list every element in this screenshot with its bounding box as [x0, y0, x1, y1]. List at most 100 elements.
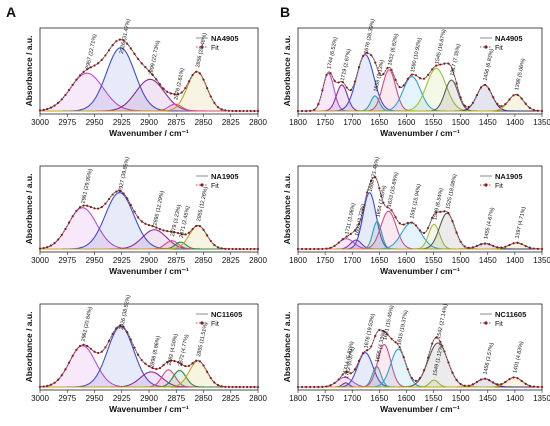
fit-marker	[410, 221, 413, 224]
fit-marker	[235, 385, 238, 389]
x-tick-label: 2950	[86, 394, 104, 403]
fit-line	[39, 325, 258, 388]
fit-marker	[459, 96, 462, 99]
x-tick-label: 1800	[289, 256, 307, 265]
fit-marker	[151, 225, 154, 228]
fit-marker	[410, 73, 413, 76]
plot-frame	[39, 165, 259, 253]
x-tick-label: 1500	[452, 118, 470, 127]
x-tick-label: 1350	[533, 394, 550, 403]
fit-marker	[169, 92, 172, 95]
x-tick-label: 2825	[222, 256, 240, 265]
fit-marker	[220, 385, 223, 388]
x-tick-label: 1650	[370, 394, 388, 403]
x-tick-label: 3000	[31, 256, 49, 265]
x-tick-label: 2975	[58, 256, 76, 265]
fit-marker	[173, 92, 176, 96]
fit-marker	[500, 246, 503, 249]
fit-marker	[180, 232, 183, 236]
x-tick-label: 1450	[479, 256, 497, 265]
fit-marker	[536, 247, 540, 250]
x-axis-label: Wavenumber / cm⁻¹	[380, 404, 460, 414]
legend-sample-label: NA4905	[495, 34, 523, 43]
fit-marker	[500, 105, 503, 108]
fit-line	[39, 39, 258, 112]
x-tick-label: 1450	[479, 394, 497, 403]
x-axis-label: Wavenumber / cm⁻¹	[109, 266, 189, 276]
x-tick-label: 2850	[195, 394, 213, 403]
x-tick-label: 2925	[113, 118, 131, 127]
x-tick-label: 2875	[167, 256, 185, 265]
x-tick-label: 2825	[222, 118, 240, 127]
fit-marker	[366, 51, 369, 54]
fit-marker	[256, 385, 260, 389]
fit-marker	[439, 63, 442, 66]
y-axis-label: Absorbance / a.u.	[24, 36, 34, 107]
fit-line	[298, 329, 543, 388]
fit-marker	[305, 385, 308, 389]
x-tick-label: 1800	[289, 394, 307, 403]
x-tick-label: 1800	[289, 118, 307, 127]
x-tick-label: 3000	[31, 394, 49, 403]
fit-marker	[220, 247, 223, 250]
legend-fit-label: Fit	[211, 183, 219, 190]
spectrum-plot-na1905-a: 3000 2975 2950 2925 2900 2875 2850 2825 2800 Wave…	[24, 156, 267, 276]
fit-marker	[305, 247, 308, 251]
x-tick-label: 2950	[86, 256, 104, 265]
legend-sample-label: NC11605	[495, 310, 526, 319]
fit-marker	[471, 246, 474, 249]
fit-marker	[238, 247, 241, 251]
legend-fit-label: Fit	[211, 45, 219, 52]
x-tick-label: 2875	[167, 394, 185, 403]
legend-fit-marker	[484, 183, 488, 187]
x-tick-label: 1550	[425, 394, 443, 403]
fit-marker	[455, 82, 458, 85]
x-tick-label: 1650	[370, 118, 388, 127]
y-axis-label: Absorbance / a.u.	[24, 312, 34, 383]
x-tick-label: 1500	[452, 394, 470, 403]
plot-frame	[39, 303, 259, 391]
spectrum-plot-nc11605-b: 1800 1750 1700 1650 1600 1550 1500 1450 1400 1350…	[282, 303, 550, 414]
x-tick-label: 1500	[452, 256, 470, 265]
x-tick-label: 3000	[31, 118, 49, 127]
fit-marker	[488, 243, 491, 246]
legend-fit-label: Fit	[495, 45, 503, 52]
x-tick-label: 2925	[113, 394, 131, 403]
x-tick-label: 1750	[316, 394, 334, 403]
x-tick-label: 2875	[167, 118, 185, 127]
legend-sample-label: NA1905	[495, 172, 523, 181]
legend-fit-label: Fit	[495, 183, 503, 190]
fit-marker	[439, 340, 442, 343]
x-tick-label: 1400	[506, 118, 524, 127]
fit-marker	[238, 385, 241, 389]
plot-frame	[297, 165, 543, 253]
x-tick-label: 1600	[398, 256, 416, 265]
fit-marker	[235, 109, 238, 113]
fit-marker	[169, 359, 172, 362]
y-axis-label: Absorbance / a.u.	[282, 36, 292, 107]
x-tick-label: 1600	[398, 118, 416, 127]
fit-marker	[479, 243, 483, 246]
x-tick-label: 2800	[249, 256, 267, 265]
x-axis-label: Wavenumber / cm⁻¹	[380, 266, 460, 276]
fit-marker	[516, 241, 519, 244]
fit-marker	[317, 247, 320, 251]
legend-fit-marker	[200, 45, 204, 49]
x-tick-label: 2825	[222, 394, 240, 403]
x-tick-label: 2850	[195, 118, 213, 127]
fit-marker	[249, 109, 252, 113]
fit-marker	[253, 109, 256, 113]
x-tick-label: 2900	[140, 394, 158, 403]
fit-marker	[305, 109, 308, 113]
spectrum-plot-nc11605-a: 3000 2975 2950 2925 2900 2875 2850 2825 2800 Wave…	[24, 294, 267, 414]
fit-marker	[253, 247, 256, 251]
fit-marker	[496, 246, 499, 249]
x-tick-label: 1700	[343, 256, 361, 265]
x-axis-label: Wavenumber / cm⁻¹	[380, 128, 460, 138]
x-tick-label: 1750	[316, 256, 334, 265]
panel-label-a: A	[6, 4, 16, 20]
legend-fit-label: Fit	[495, 321, 503, 328]
fit-marker	[467, 246, 470, 249]
component-peak-1398	[298, 93, 543, 112]
